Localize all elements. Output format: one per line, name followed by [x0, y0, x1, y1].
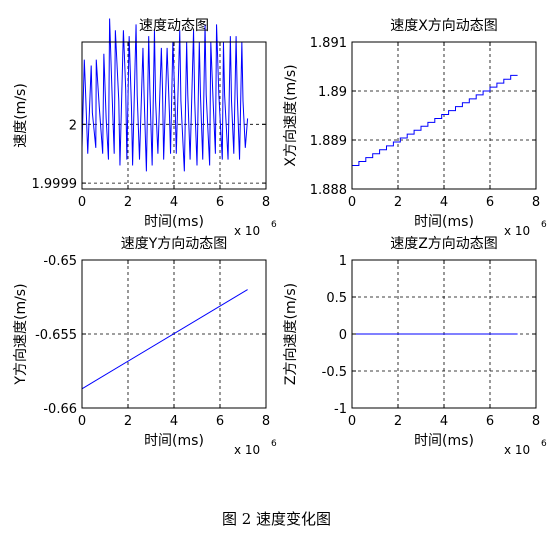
speed-y-label: 速度(m/s)	[13, 83, 29, 148]
speed-z-title: 速度Z方向动态图	[390, 236, 498, 252]
speed-x-y-label: X方向速度(m/s)	[283, 64, 299, 166]
speed-x-title: 速度X方向动态图	[390, 18, 498, 34]
speed-y-x-tick-label: 6	[216, 414, 224, 429]
speed-x-x-label: 时间(ms)	[414, 214, 474, 230]
speed-z-y-tick-label: 0.5	[326, 291, 347, 306]
speed-x-x-exponent-label: x 10	[504, 224, 530, 238]
speed-y-x-exponent: 6	[271, 439, 277, 449]
speed-x-tick-label: 0	[78, 195, 86, 210]
speed-x-series-line	[352, 74, 518, 166]
speed-x-label: 时间(ms)	[144, 214, 204, 230]
speed-x-chart: 0 2 4 6 81.8881.8891.891.891速度X方向动态图时间(ms)x …	[283, 18, 547, 238]
speed-y-y-tick-label: -0.66	[43, 402, 77, 417]
speed-z-x-tick-label: 0	[348, 414, 356, 429]
speed-x-x-exponent: 6	[541, 220, 547, 230]
speed-x-y-tick-label: 1.888	[310, 183, 347, 198]
speed-y-x-tick-label: 2	[124, 414, 132, 429]
speed-x-x-tick-label: 4	[440, 195, 448, 210]
speed-x-x-tick-label: 2	[394, 195, 402, 210]
speed-y-x-tick-label: 8	[262, 414, 270, 429]
speed-z-x-tick-label: 2	[394, 414, 402, 429]
speed-y-y-label: Y方向速度(m/s)	[13, 283, 29, 385]
speed-x-exponent: 6	[271, 220, 277, 230]
speed-z-x-exponent: 6	[541, 439, 547, 449]
speed-x-y-tick-label: 1.89	[318, 85, 347, 100]
speed-x-tick-label: 2	[124, 195, 132, 210]
speed-series-line	[81, 18, 249, 172]
speed-y-tick-label: 1.9999	[32, 177, 78, 192]
speed-x-exponent-label: x 10	[234, 224, 260, 238]
speed-z-x-tick-label: 4	[440, 414, 448, 429]
speed-y-x-tick-label: 0	[78, 414, 86, 429]
speed-z-y-label: Z方向速度(m/s)	[283, 283, 299, 385]
speed-y-x-exponent-label: x 10	[234, 443, 260, 457]
speed-x-tick-label: 8	[262, 195, 270, 210]
speed-y-tick-label: 2	[69, 118, 77, 133]
speed-y-series-line	[81, 289, 248, 390]
speed-z-y-tick-label: 1	[339, 254, 347, 269]
speed-z-x-tick-label: 6	[486, 414, 494, 429]
speed-z-y-tick-label: -1	[334, 402, 347, 417]
speed-title: 速度动态图	[139, 18, 209, 34]
speed-x-tick-label: 4	[170, 195, 178, 210]
speed-x-x-tick-label: 0	[348, 195, 356, 210]
speed-z-y-tick-label: 0	[339, 328, 347, 343]
speed-x-x-tick-label: 6	[486, 195, 494, 210]
speed-z-x-exponent-label: x 10	[504, 443, 530, 457]
figure-caption: 图 2 速度变化图	[221, 510, 332, 528]
speed-z-x-label: 时间(ms)	[414, 433, 474, 449]
speed-x-y-tick-label: 1.889	[310, 134, 347, 149]
speed-x-x-tick-label: 8	[532, 195, 540, 210]
speed-y-x-tick-label: 4	[170, 414, 178, 429]
speed-x-tick-label: 6	[216, 195, 224, 210]
speed-y-x-label: 时间(ms)	[144, 433, 204, 449]
speed-y-y-tick-label: -0.655	[35, 328, 77, 343]
speed-y-y-tick-label: -0.65	[43, 254, 77, 269]
speed-z-x-tick-label: 8	[532, 414, 540, 429]
speed-x-y-tick-label: 1.891	[310, 36, 347, 51]
speed-z-y-tick-label: -0.5	[322, 365, 347, 380]
speed-y-title: 速度Y方向动态图	[121, 236, 228, 252]
